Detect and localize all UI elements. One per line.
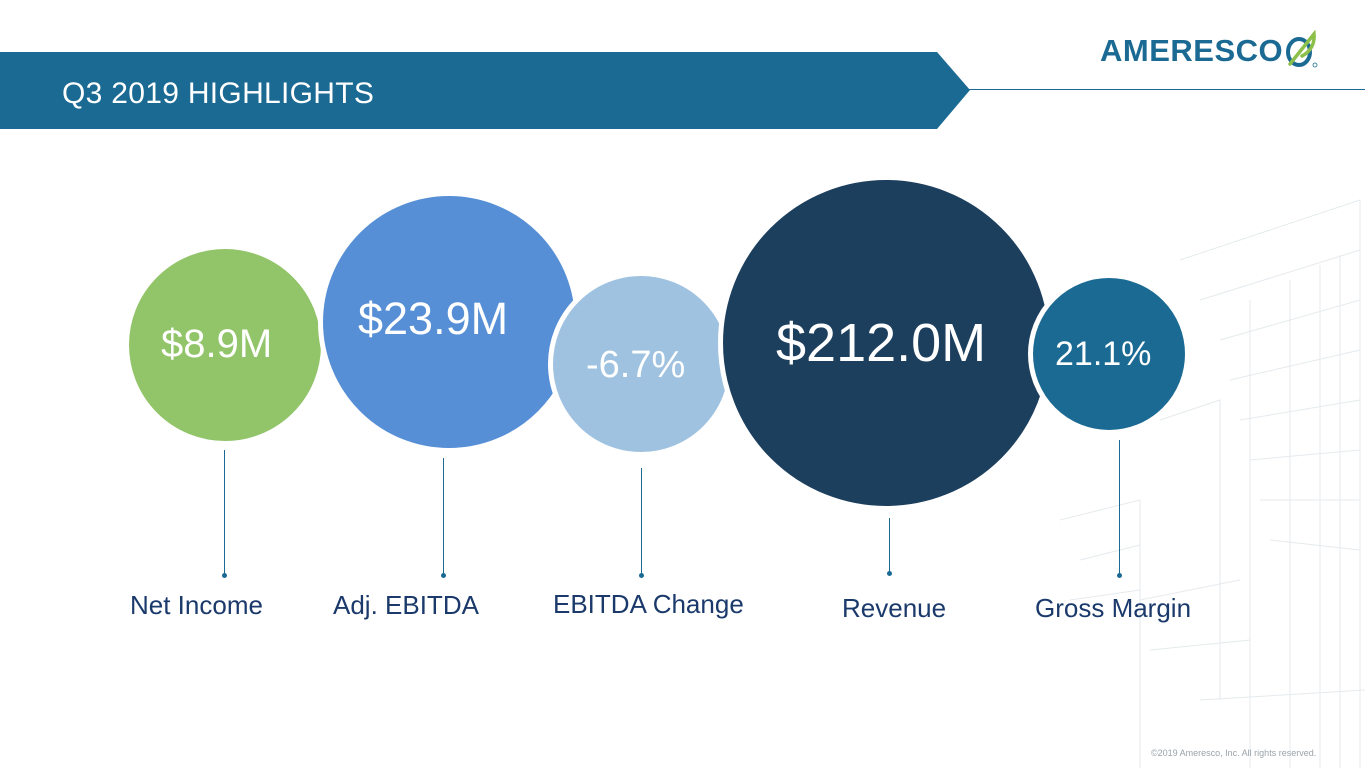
logo-wordmark: AMERESCO — [1100, 33, 1284, 68]
ebitda-change-leader — [641, 468, 642, 575]
adj-ebitda-value: $23.9M — [358, 293, 509, 344]
net-income-value: $8.9M — [161, 322, 273, 366]
revenue-leader — [889, 518, 890, 573]
adj-ebitda-leader — [443, 458, 444, 575]
gross-margin-leader — [1119, 440, 1120, 575]
title-banner — [0, 52, 970, 129]
copyright-footer: ©2019 Ameresco, Inc. All rights reserved… — [1151, 748, 1317, 758]
header-rule — [968, 89, 1365, 90]
bubble-revenue — [718, 175, 1054, 511]
bubble-gross-margin — [1028, 273, 1190, 435]
bubble-net-income — [124, 244, 326, 446]
ebitda-change-value: -6.7% — [586, 344, 686, 386]
gross-margin-value: 21.1% — [1055, 335, 1152, 373]
net-income-leader — [224, 450, 225, 575]
ameresco-logo: AMERESCO — [1100, 28, 1318, 74]
ebitda-change-leader-dot — [639, 573, 644, 578]
ebitda-change-label: EBITDA Change — [553, 589, 744, 619]
bubble-adj-ebitda — [318, 191, 580, 453]
net-income-label: Net Income — [130, 590, 263, 620]
ameresco-leaf-icon — [1286, 30, 1318, 68]
page-title: Q3 2019 HIGHLIGHTS — [62, 77, 375, 110]
gross-margin-leader-dot — [1117, 573, 1122, 578]
adj-ebitda-leader-dot — [441, 573, 446, 578]
revenue-leader-dot — [887, 571, 892, 576]
revenue-value: $212.0M — [776, 313, 987, 373]
adj-ebitda-label: Adj. EBITDA — [333, 590, 479, 620]
net-income-leader-dot — [222, 573, 227, 578]
gross-margin-label: Gross Margin — [1035, 593, 1192, 623]
revenue-label: Revenue — [842, 593, 947, 623]
